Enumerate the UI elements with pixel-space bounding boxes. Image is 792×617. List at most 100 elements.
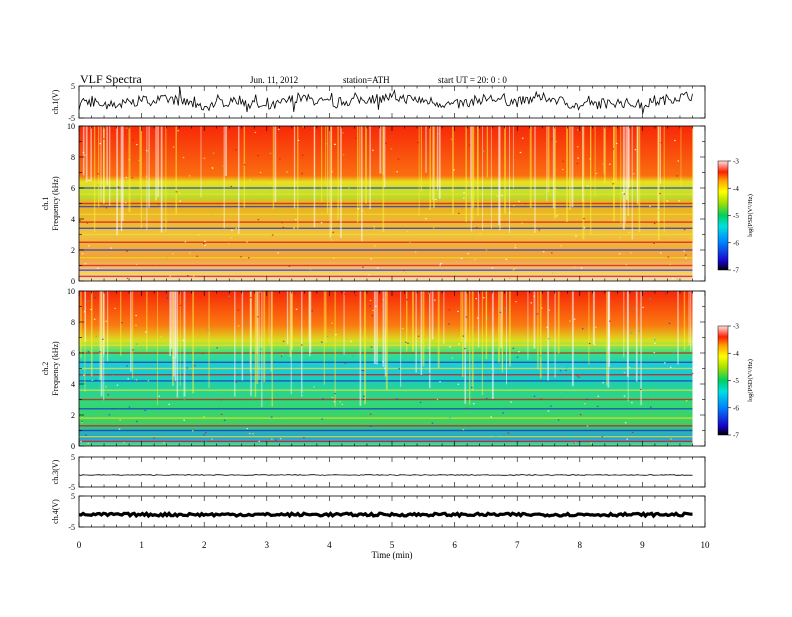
spectral-speckle	[280, 217, 283, 219]
sferic-streak	[326, 126, 329, 214]
spectral-speckle	[145, 331, 147, 333]
spectral-speckle	[288, 265, 291, 267]
spectral-speckle	[228, 295, 230, 298]
spectral-speckle	[529, 225, 532, 227]
spectral-speckle	[509, 277, 511, 279]
narrowband-line	[79, 436, 693, 438]
spectral-speckle	[132, 349, 134, 351]
sferic-streak	[179, 291, 181, 386]
spectral-speckle	[512, 277, 515, 280]
sferic-streak	[121, 126, 124, 222]
colorbar-label: log(PSD(V²/Hz)	[747, 194, 754, 237]
spectral-speckle	[666, 200, 669, 202]
spectral-speckle	[573, 318, 576, 320]
sferic-streak	[313, 126, 316, 228]
spectral-speckle	[144, 409, 146, 412]
spectral-speckle	[183, 419, 185, 421]
spectral-speckle	[163, 261, 165, 264]
sferic-streak	[690, 291, 692, 352]
spectral-speckle	[179, 192, 181, 194]
sferic-streak	[100, 291, 103, 378]
spectral-speckle	[453, 179, 456, 181]
spectral-speckle	[542, 251, 545, 253]
spectral-speckle	[464, 347, 466, 350]
spectral-speckle	[653, 242, 655, 244]
spectral-speckle	[302, 126, 304, 128]
spectral-speckle	[370, 346, 373, 348]
spectral-speckle	[625, 264, 628, 266]
spectral-speckle	[248, 432, 251, 435]
spectral-speckle	[544, 194, 547, 196]
y-tick-label: 10	[67, 122, 75, 131]
spectral-speckle	[182, 339, 185, 341]
spectral-speckle	[290, 444, 292, 447]
spectral-speckle	[91, 379, 94, 381]
narrowband-line	[79, 269, 693, 271]
spectral-speckle	[597, 395, 600, 397]
spectral-speckle	[303, 437, 305, 439]
spectral-speckle	[297, 139, 300, 142]
x-tick-label: 3	[265, 540, 270, 550]
spectral-speckle	[90, 415, 92, 418]
spectral-speckle	[171, 253, 174, 255]
y-tick-label: 4	[71, 215, 75, 224]
sferic-streak	[270, 291, 272, 372]
spectral-speckle	[502, 412, 504, 414]
spectral-speckle	[623, 197, 626, 199]
spectral-speckle	[631, 431, 634, 434]
narrowband-line	[79, 257, 693, 259]
spectral-speckle	[428, 292, 430, 294]
sferic-streak	[271, 291, 273, 407]
spectral-speckle	[331, 322, 334, 324]
spectral-speckle	[453, 443, 456, 445]
spectral-speckle	[383, 367, 386, 369]
sferic-streak	[433, 126, 435, 209]
spectral-speckle	[407, 342, 409, 344]
spectral-speckle	[271, 438, 273, 440]
spectral-speckle	[632, 307, 635, 309]
sferic-streak	[485, 291, 488, 360]
spectral-speckle	[326, 335, 329, 337]
spectral-speckle	[340, 354, 342, 356]
ch1-waveform-line	[78, 87, 693, 114]
spectral-speckle	[554, 188, 557, 190]
spectral-speckle	[405, 272, 407, 274]
sferic-streak	[622, 126, 625, 230]
spectral-speckle	[179, 200, 182, 202]
spectral-speckle	[397, 158, 400, 160]
sferic-streak	[566, 126, 569, 222]
spectral-speckle	[301, 172, 303, 175]
spectral-speckle	[491, 371, 493, 373]
spectral-speckle	[117, 186, 120, 188]
spectral-speckle	[194, 365, 196, 367]
spectral-speckle	[246, 241, 248, 243]
x-tick-label: 6	[452, 540, 457, 550]
sferic-streak	[464, 291, 467, 404]
spectral-speckle	[254, 131, 257, 134]
sferic-streak	[329, 126, 331, 239]
spectral-speckle	[160, 336, 163, 338]
spectral-speckle	[231, 229, 233, 232]
spectral-speckle	[398, 368, 400, 370]
sferic-streak	[130, 291, 132, 372]
figure-title: VLF Spectra	[80, 72, 142, 86]
spectral-speckle	[464, 257, 466, 259]
spectral-speckle	[148, 150, 150, 152]
colorbar-tick-label: -6	[733, 239, 739, 247]
spectral-speckle	[577, 157, 579, 159]
narrowband-line	[79, 398, 693, 401]
spectral-speckle	[670, 366, 672, 368]
sferic-streak	[107, 291, 109, 362]
spectral-speckle	[599, 215, 601, 217]
sferic-streak	[148, 126, 150, 208]
spectral-speckle	[135, 263, 138, 266]
start-time-label: start UT = 20: 0 : 0	[438, 75, 507, 85]
spectral-speckle	[623, 395, 626, 397]
sferic-streak	[359, 291, 362, 406]
spectral-speckle	[188, 175, 191, 177]
spectral-speckle	[554, 168, 557, 171]
spectral-speckle	[628, 366, 631, 369]
sferic-streak	[85, 126, 88, 182]
sferic-streak	[373, 291, 376, 365]
sferic-streak	[626, 291, 629, 377]
